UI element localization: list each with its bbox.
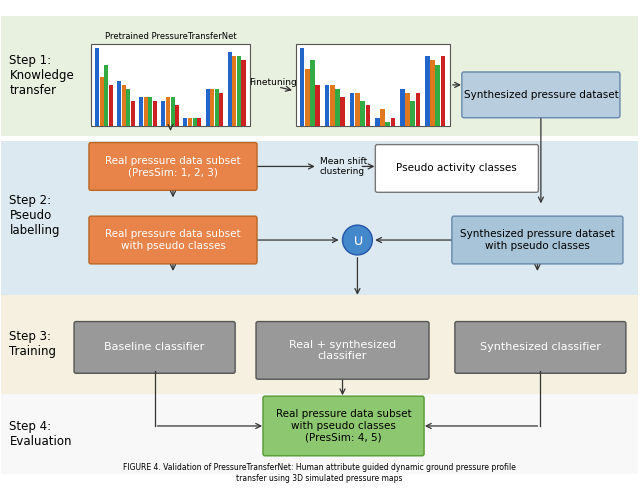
- FancyBboxPatch shape: [263, 396, 424, 456]
- Bar: [117, 81, 121, 125]
- Bar: [220, 93, 223, 125]
- Bar: [441, 56, 445, 125]
- Text: Synthesized pressure dataset: Synthesized pressure dataset: [463, 90, 618, 100]
- Bar: [197, 118, 202, 125]
- Bar: [385, 122, 390, 125]
- Bar: [166, 97, 170, 125]
- FancyBboxPatch shape: [89, 143, 257, 190]
- Bar: [325, 85, 330, 125]
- Bar: [210, 89, 214, 125]
- Bar: [131, 101, 135, 125]
- Bar: [380, 109, 385, 125]
- FancyBboxPatch shape: [89, 216, 257, 264]
- Bar: [237, 56, 241, 125]
- FancyBboxPatch shape: [74, 321, 235, 373]
- Text: Step 3:
Training: Step 3: Training: [10, 330, 56, 358]
- Bar: [161, 101, 165, 125]
- Bar: [109, 85, 113, 125]
- Text: Real pressure data subset
(PresSim: 1, 2, 3): Real pressure data subset (PresSim: 1, 2…: [105, 156, 241, 177]
- Bar: [390, 118, 395, 125]
- FancyBboxPatch shape: [462, 72, 620, 118]
- Bar: [365, 105, 370, 125]
- FancyBboxPatch shape: [452, 216, 623, 264]
- Text: Finetuning: Finetuning: [249, 78, 297, 87]
- Bar: [1, 16, 638, 136]
- Bar: [122, 85, 125, 125]
- Bar: [330, 85, 335, 125]
- Bar: [340, 97, 345, 125]
- Bar: [425, 56, 429, 125]
- Ellipse shape: [342, 225, 372, 255]
- Bar: [104, 65, 108, 125]
- Bar: [410, 101, 415, 125]
- Bar: [400, 89, 404, 125]
- Bar: [228, 52, 232, 125]
- Bar: [430, 60, 435, 125]
- Bar: [184, 118, 188, 125]
- Bar: [375, 118, 380, 125]
- Bar: [232, 56, 236, 125]
- Bar: [1, 141, 638, 294]
- Text: clustering: clustering: [319, 167, 365, 176]
- Text: Step 2:
Pseudo
labelling: Step 2: Pseudo labelling: [10, 194, 60, 237]
- Text: Pseudo activity classes: Pseudo activity classes: [397, 164, 517, 173]
- Bar: [205, 89, 209, 125]
- Text: Synthesized pressure dataset
with pseudo classes: Synthesized pressure dataset with pseudo…: [460, 229, 615, 251]
- Bar: [305, 69, 310, 125]
- FancyBboxPatch shape: [455, 321, 626, 373]
- FancyBboxPatch shape: [256, 321, 429, 379]
- Bar: [350, 93, 355, 125]
- Text: Real + synthesized
classifier: Real + synthesized classifier: [289, 340, 396, 361]
- Bar: [355, 93, 360, 125]
- Text: Step 1:
Knowledge
transfer: Step 1: Knowledge transfer: [10, 54, 74, 98]
- Bar: [139, 97, 143, 125]
- Bar: [170, 97, 175, 125]
- Bar: [296, 44, 450, 125]
- Text: Baseline classifier: Baseline classifier: [104, 343, 205, 352]
- Text: ∪: ∪: [352, 233, 363, 247]
- Bar: [1, 394, 638, 474]
- Bar: [188, 118, 192, 125]
- Bar: [435, 65, 440, 125]
- Bar: [360, 101, 365, 125]
- Bar: [335, 89, 340, 125]
- Bar: [316, 85, 320, 125]
- Text: Synthesized classifier: Synthesized classifier: [480, 343, 601, 352]
- Bar: [148, 97, 152, 125]
- Bar: [300, 48, 305, 125]
- Bar: [241, 60, 246, 125]
- FancyBboxPatch shape: [375, 145, 538, 192]
- Text: Pretrained PressureTransferNet: Pretrained PressureTransferNet: [105, 32, 236, 41]
- Bar: [215, 89, 219, 125]
- Bar: [1, 294, 638, 394]
- Text: Mean shift: Mean shift: [319, 157, 367, 166]
- Bar: [144, 97, 148, 125]
- Bar: [91, 44, 250, 125]
- Text: Real pressure data subset
with pseudo classes: Real pressure data subset with pseudo cl…: [105, 229, 241, 251]
- Bar: [193, 118, 196, 125]
- Text: Step 4:
Evaluation: Step 4: Evaluation: [10, 420, 72, 448]
- Bar: [415, 93, 420, 125]
- Bar: [310, 60, 315, 125]
- Bar: [405, 93, 410, 125]
- Bar: [175, 105, 179, 125]
- Bar: [95, 48, 99, 125]
- Bar: [153, 101, 157, 125]
- Text: FIGURE 4. Validation of PressureTransferNet: Human attribute guided dynamic grou: FIGURE 4. Validation of PressureTransfer…: [124, 463, 516, 483]
- Bar: [100, 77, 104, 125]
- Text: Real pressure data subset
with pseudo classes
(PresSim: 4, 5): Real pressure data subset with pseudo cl…: [276, 409, 412, 442]
- Bar: [126, 89, 131, 125]
